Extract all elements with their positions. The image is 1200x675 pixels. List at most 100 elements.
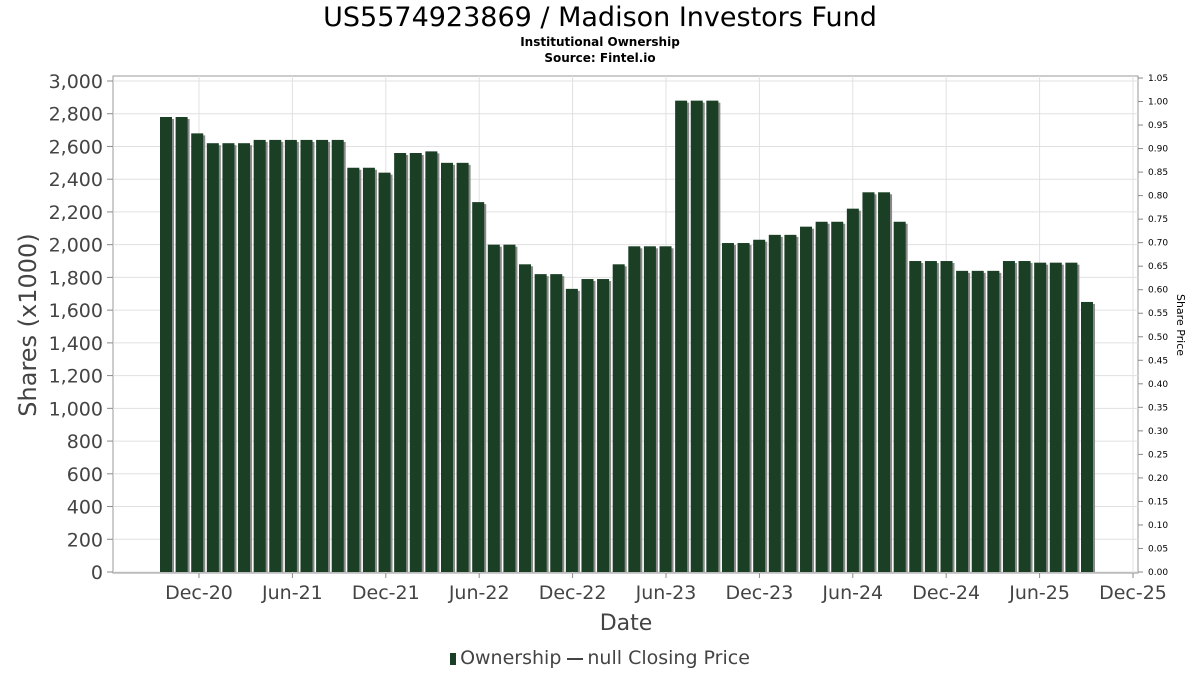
- bar: [1049, 262, 1062, 572]
- y2-tick-label: 0.40: [1148, 380, 1168, 390]
- bar: [425, 151, 438, 573]
- y2-tick-label: 0.15: [1148, 497, 1168, 507]
- y-tick-label: 2,200: [49, 202, 103, 224]
- bar: [706, 100, 719, 572]
- bar: [331, 139, 344, 573]
- bar: [160, 117, 172, 573]
- bar: [628, 246, 641, 572]
- bar: [269, 139, 282, 573]
- y-tick-label: 1,800: [49, 267, 103, 289]
- price-swatch: [567, 657, 584, 660]
- x-tick-label: Jun-24: [821, 582, 883, 604]
- bar: [534, 274, 547, 572]
- y-axis-label: Shares (x1000): [14, 233, 42, 416]
- bar: [487, 244, 500, 572]
- bar: [753, 239, 766, 573]
- bar: [394, 153, 407, 572]
- chart-subtitle: Institutional Ownership: [520, 35, 680, 49]
- y2-tick-label: 0.65: [1148, 262, 1168, 272]
- y-tick-label: 1,000: [49, 398, 103, 420]
- ownership-swatch: [450, 652, 457, 665]
- bar: [1018, 261, 1031, 572]
- bar: [721, 243, 734, 572]
- y2-tick-label: 0.75: [1148, 215, 1168, 225]
- y2-tick-label: 0.85: [1148, 168, 1168, 178]
- bar: [565, 288, 578, 572]
- bar: [768, 234, 781, 572]
- y-tick-label: 600: [67, 464, 103, 486]
- chart-source: Source: Fintel.io: [544, 51, 656, 65]
- y2-tick-label: 0.70: [1148, 239, 1168, 249]
- x-tick-label: Dec-21: [352, 582, 420, 604]
- y-tick-label: 2,000: [49, 235, 103, 257]
- y-tick-label: 1,400: [49, 333, 103, 355]
- bar: [550, 274, 563, 572]
- bar: [472, 202, 485, 572]
- bar: [690, 100, 703, 572]
- bar: [909, 261, 922, 572]
- bar: [503, 244, 516, 572]
- y2-tick-label: 0.30: [1148, 427, 1168, 437]
- y2-axis-label: Share Price: [1174, 294, 1187, 356]
- bar: [581, 279, 594, 572]
- legend-ownership-label: Ownership: [460, 647, 562, 669]
- bar: [659, 246, 672, 572]
- y2-tick-label: 1.00: [1148, 98, 1168, 108]
- bar: [1034, 262, 1047, 572]
- bar: [409, 153, 422, 572]
- bar: [737, 243, 750, 572]
- bar: [597, 279, 610, 572]
- y-tick-label: 2,400: [49, 169, 103, 191]
- y-tick-label: 2,600: [49, 136, 103, 158]
- bar: [300, 139, 313, 573]
- bar: [519, 264, 532, 572]
- bar: [800, 226, 813, 572]
- bar: [862, 192, 875, 572]
- y2-tick-label: 0.45: [1148, 356, 1168, 366]
- bar: [378, 172, 391, 573]
- x-tick-label: Dec-22: [539, 582, 607, 604]
- x-tick-label: Dec-23: [725, 582, 793, 604]
- y-axis: 0 200 400 600 800 1,000 1,200 1,400 1,600 1,800 2,…: [49, 71, 113, 584]
- y2-axis: 0.00 0.05 0.10 0.15 0.20 0.25 0.30 0.35 0.40 0.45…: [1138, 74, 1168, 578]
- y-tick-label: 3,000: [49, 71, 103, 93]
- bar: [940, 261, 953, 572]
- bar: [456, 162, 469, 573]
- y-tick-label: 0: [91, 562, 103, 584]
- y-tick-label: 400: [67, 497, 103, 519]
- y-tick-label: 800: [67, 431, 103, 453]
- y2-tick-label: 0.35: [1148, 403, 1168, 413]
- bar: [175, 117, 188, 573]
- bar: [815, 221, 828, 572]
- bar: [284, 139, 297, 573]
- bar: [347, 167, 360, 572]
- bar: [1065, 262, 1078, 572]
- chart-title: US5574923869 / Madison Investors Fund: [323, 2, 877, 33]
- bar-series: [160, 100, 1095, 573]
- x-axis-label: Date: [600, 611, 653, 636]
- bar: [893, 221, 906, 572]
- bar: [612, 264, 625, 572]
- y2-tick-label: 0.90: [1148, 145, 1168, 155]
- bar: [1002, 261, 1015, 572]
- x-tick-label: Dec-24: [912, 582, 980, 604]
- bar: [831, 221, 844, 572]
- y2-tick-label: 0.60: [1148, 286, 1168, 296]
- bar: [784, 234, 797, 572]
- bar: [1081, 301, 1093, 572]
- bar: [253, 139, 266, 573]
- bar: [191, 133, 204, 572]
- bar: [316, 139, 329, 573]
- x-tick-label: Jun-23: [635, 582, 697, 604]
- bar: [362, 167, 375, 572]
- bar: [238, 143, 251, 572]
- bar: [924, 261, 937, 572]
- y2-tick-label: 0.20: [1148, 474, 1168, 484]
- bar: [956, 270, 969, 572]
- y-tick-label: 2,800: [49, 104, 103, 126]
- bar: [971, 270, 984, 572]
- bar: [675, 100, 688, 572]
- x-tick-label: Dec-25: [1099, 582, 1167, 604]
- x-tick-label: Jun-25: [1008, 582, 1070, 604]
